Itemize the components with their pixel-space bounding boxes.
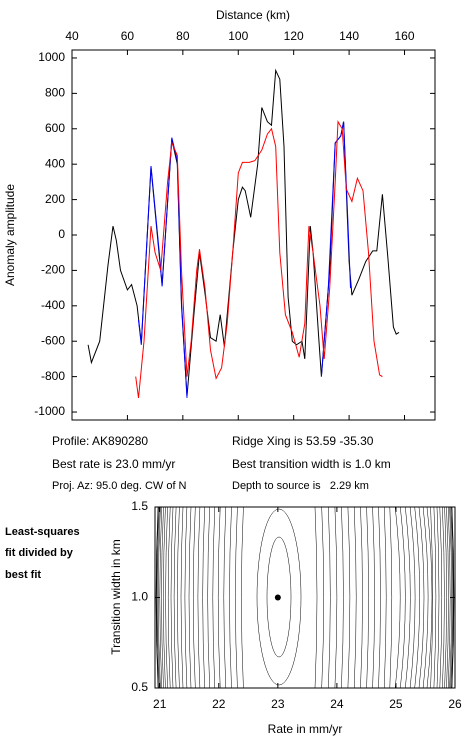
x-tick-label: 25 <box>389 697 403 711</box>
y-tick-label: 1000 <box>38 50 65 64</box>
y-tick-label: -400 <box>41 298 65 312</box>
y-tick-label: -1000 <box>34 404 65 418</box>
x-axis-label: Distance (km) <box>216 8 290 22</box>
y-tick-label: 600 <box>45 121 65 135</box>
x-tick-label: 120 <box>284 29 304 43</box>
note: fit divided by <box>5 547 74 559</box>
y-tick-label: 200 <box>45 192 65 206</box>
note: Least-squares <box>5 526 80 538</box>
contours <box>155 506 455 689</box>
data-line <box>135 120 383 398</box>
x-tick-label: 22 <box>212 697 226 711</box>
x-tick-label: 100 <box>228 29 248 43</box>
best-fit-point <box>274 594 281 601</box>
x-tick-label: 160 <box>395 29 415 43</box>
y-axis-label: Anomaly amplitude <box>3 184 17 286</box>
x-tick-label: 21 <box>153 697 167 711</box>
annotation: Profile: AK890280 <box>52 434 148 448</box>
y-tick-label: -600 <box>41 333 65 347</box>
y-tick-label: 400 <box>45 156 65 170</box>
contour <box>266 536 292 658</box>
data-line <box>138 121 351 398</box>
y-tick-label: -800 <box>41 369 65 383</box>
y-tick-label: 0.5 <box>131 680 148 694</box>
annotation: Best rate is 23.0 mm/yr <box>52 457 175 471</box>
x-tick-label: 80 <box>176 29 190 43</box>
y-tick-label: 1.0 <box>131 590 148 604</box>
x-tick-label: 23 <box>271 697 285 711</box>
x-tick-label: 40 <box>65 29 79 43</box>
annotation: Best transition width is 1.0 km <box>232 457 391 471</box>
annotation: Depth to source is 2.29 km <box>232 480 369 492</box>
y-tick-label: 0 <box>58 227 65 241</box>
x-tick-label: 60 <box>121 29 135 43</box>
plot-frame <box>71 49 436 421</box>
note: best fit <box>5 569 41 581</box>
data-line <box>87 68 400 397</box>
y-tick-label: -200 <box>41 263 65 277</box>
x-tick-label: 140 <box>339 29 359 43</box>
x-tick-label: 24 <box>330 697 344 711</box>
x-tick-label: 26 <box>448 697 462 711</box>
contour <box>256 508 302 686</box>
y-tick-label: 800 <box>45 86 65 100</box>
y-axis-label: Transition width in km <box>109 539 123 655</box>
y-tick-label: 1.5 <box>131 499 148 513</box>
plot-frame <box>154 506 456 689</box>
annotation: Proj. Az: 95.0 deg. CW of N <box>52 480 187 492</box>
x-axis-label: Rate in mm/yr <box>268 722 343 736</box>
annotation: Ridge Xing is 53.59 -35.30 <box>232 434 374 448</box>
